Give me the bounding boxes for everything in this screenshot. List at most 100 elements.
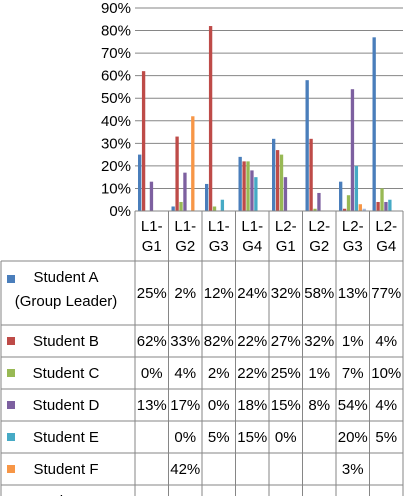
bar [388, 199, 392, 211]
bar [138, 154, 142, 211]
x-tick-label: L2- [308, 218, 330, 235]
bar [339, 181, 343, 211]
x-tick-label: G1 [142, 238, 162, 255]
x-tick-label: G4 [242, 238, 262, 255]
legend-key [7, 401, 15, 409]
data-label: 62% [137, 333, 167, 350]
bar [279, 154, 284, 211]
data-label: 15% [271, 397, 301, 414]
y-tick-label: 80% [101, 23, 131, 40]
legend-key [7, 275, 15, 283]
data-label: 25% [271, 365, 301, 382]
data-label: 4% [375, 333, 397, 350]
data-label: 5% [375, 429, 397, 446]
bar [376, 201, 380, 211]
data-label: 4% [375, 397, 397, 414]
bar [246, 161, 250, 211]
data-label: 1% [342, 493, 364, 496]
y-tick-label: 40% [101, 113, 131, 130]
bar [384, 201, 388, 211]
gridlines [135, 7, 403, 212]
data-label: 13% [137, 397, 167, 414]
data-label: 8% [308, 397, 330, 414]
legend-label: Student G [32, 493, 100, 496]
x-tick-label: G3 [209, 238, 229, 255]
data-label: 13% [338, 285, 368, 302]
legend-label: Student D [33, 397, 100, 414]
bar [309, 138, 313, 211]
bar [171, 206, 175, 211]
bar [372, 37, 376, 212]
bar [354, 165, 359, 211]
legend-key [7, 433, 15, 441]
bar [250, 170, 254, 211]
bar [305, 80, 309, 211]
data-label: 17% [170, 397, 200, 414]
x-tick-label: L1- [208, 218, 230, 235]
bar [313, 208, 317, 211]
legend-key [7, 369, 15, 377]
y-tick-label: 70% [101, 45, 131, 62]
legend-key [7, 465, 15, 473]
y-tick-label: 90% [101, 0, 131, 17]
x-tick-label: L2- [375, 218, 397, 235]
legend-label: Student C [33, 365, 100, 382]
data-label: 15% [237, 429, 267, 446]
data-label: 32% [304, 333, 334, 350]
y-tick-label: 30% [101, 135, 131, 152]
x-tick-label: L1- [241, 218, 263, 235]
y-tick-label: 10% [101, 180, 131, 197]
data-label: 1% [308, 365, 330, 382]
bar [317, 192, 321, 211]
data-label: 0% [275, 429, 297, 446]
x-tick-label: L1- [141, 218, 163, 235]
legend-label: Student F [33, 461, 98, 478]
x-tick-label: G4 [376, 238, 396, 255]
bar [275, 150, 280, 211]
data-table: L1- G1 L1- G2 L1- G3 L1- G4 L2- G1 L2- G2 L2- G3 L2- G4… [0, 210, 404, 496]
data-label: 2% [208, 365, 230, 382]
data-label: 22% [237, 365, 267, 382]
legend-key [7, 337, 15, 345]
bar [220, 199, 225, 211]
data-label: 32% [271, 285, 301, 302]
legend-label: (Group Leader) [15, 293, 118, 310]
y-tick-label: 20% [101, 158, 131, 175]
bar [283, 177, 288, 211]
bar [342, 208, 347, 211]
data-label: 0% [174, 429, 196, 446]
data-label: 0% [141, 365, 163, 382]
data-label: 18% [237, 397, 267, 414]
data-label: 1% [342, 333, 364, 350]
x-tick-label: G2 [309, 238, 329, 255]
legend-label: Student A [33, 269, 98, 286]
bar [141, 71, 146, 212]
data-label: 77% [371, 285, 401, 302]
data-label: 12% [204, 285, 234, 302]
legend-label: Student B [33, 333, 99, 350]
bar [350, 89, 355, 211]
data-label: 33% [170, 333, 200, 350]
data-label: 2% [174, 285, 196, 302]
bar [149, 181, 154, 211]
bar [346, 195, 351, 211]
bar [254, 177, 258, 211]
y-axis-ticks: 0% 10% 20% 30% 40% 50% 60% 70% 80% 90% [101, 0, 131, 220]
data-label: 27% [271, 333, 301, 350]
x-tick-label: G2 [175, 238, 195, 255]
data-label: 42% [170, 461, 200, 478]
x-tick-label: L1- [174, 218, 196, 235]
data-label: 24% [237, 285, 267, 302]
bar [191, 116, 195, 211]
bar [362, 208, 366, 211]
data-label: 25% [137, 285, 167, 302]
data-label: 10% [371, 365, 401, 382]
x-tick-label: L2- [342, 218, 364, 235]
x-tick-label: L2- [275, 218, 297, 235]
data-label: 82% [204, 333, 234, 350]
data-label: 0% [208, 397, 230, 414]
bar [238, 156, 242, 211]
bar [179, 201, 183, 211]
data-label: 58% [304, 285, 334, 302]
data-label: 4% [174, 365, 196, 382]
